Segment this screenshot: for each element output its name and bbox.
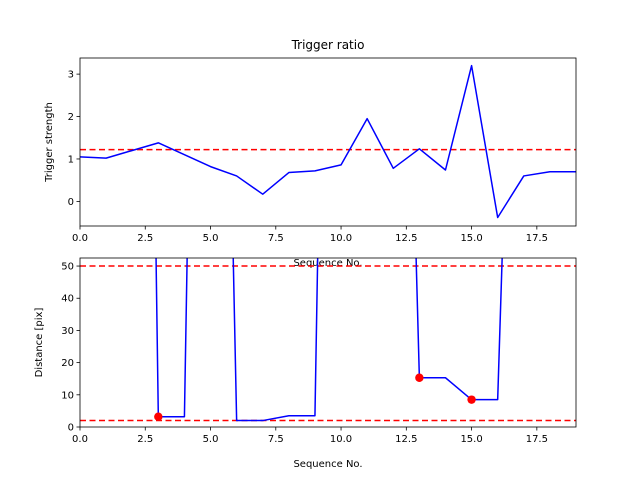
y-tick-label: 0 — [68, 423, 74, 434]
x-tick-label: 0.0 — [72, 434, 88, 445]
series-line — [155, 258, 503, 422]
plot-frame — [79, 257, 577, 428]
y-tick-label: 20 — [61, 358, 74, 369]
y-tick-label: 40 — [61, 294, 74, 305]
x-tick-label: 15.0 — [460, 434, 482, 445]
data-point-marker — [415, 373, 424, 382]
top-y-axis-label: Trigger strength — [44, 102, 55, 183]
y-tick-label: 0 — [68, 197, 74, 208]
bottom-plot-area — [79, 257, 577, 428]
x-tick-label: 12.5 — [395, 434, 417, 445]
x-tick-label: 5.0 — [203, 434, 219, 445]
top-x-axis: 0.0 2.5 5.0 7.5 10.0 12.5 15.0 17.5 — [72, 226, 548, 244]
plot-data-layer — [80, 258, 576, 422]
top-plot-area — [79, 57, 577, 227]
y-tick-label: 3 — [68, 70, 74, 81]
plot-data-layer — [80, 64, 576, 219]
data-point-marker — [154, 412, 163, 421]
x-tick-label: 0.0 — [72, 233, 88, 244]
top-chart-panel: Trigger ratio 0.0 2.5 5.0 7.5 10.0 12.5 15.0 17… — [44, 38, 577, 269]
x-tick-label: 10.0 — [330, 434, 352, 445]
y-tick-label: 30 — [61, 326, 74, 337]
x-tick-label: 17.5 — [526, 434, 548, 445]
bottom-x-axis: 0.0 2.5 5.0 7.5 10.0 12.5 15.0 17.5 — [72, 427, 548, 445]
x-tick-label: 7.5 — [268, 434, 284, 445]
bottom-y-axis-label: Distance [pix] — [34, 308, 45, 378]
series-line — [80, 64, 576, 219]
chart-title: Trigger ratio — [291, 38, 365, 52]
x-tick-label: 15.0 — [460, 233, 482, 244]
x-tick-label: 12.5 — [395, 233, 417, 244]
y-tick-label: 2 — [68, 112, 74, 123]
x-tick-label: 10.0 — [330, 233, 352, 244]
plot-frame — [79, 57, 577, 227]
top-x-axis-label: Sequence No. — [293, 258, 362, 269]
data-point-marker — [467, 395, 476, 404]
bottom-chart-panel: 0.0 2.5 5.0 7.5 10.0 12.5 15.0 17.5 0 10 20 30 40 50… — [34, 257, 577, 470]
x-tick-label: 7.5 — [268, 233, 284, 244]
bottom-y-axis: 0 10 20 30 40 50 — [61, 262, 80, 434]
top-y-axis: 0 1 2 3 — [68, 70, 80, 208]
x-tick-label: 5.0 — [203, 233, 219, 244]
x-tick-label: 2.5 — [137, 434, 153, 445]
y-tick-label: 50 — [61, 262, 74, 273]
bottom-x-axis-label: Sequence No. — [293, 459, 362, 470]
y-tick-label: 1 — [68, 154, 74, 165]
x-tick-label: 2.5 — [137, 233, 153, 244]
y-tick-label: 10 — [61, 390, 74, 401]
x-tick-label: 17.5 — [526, 233, 548, 244]
